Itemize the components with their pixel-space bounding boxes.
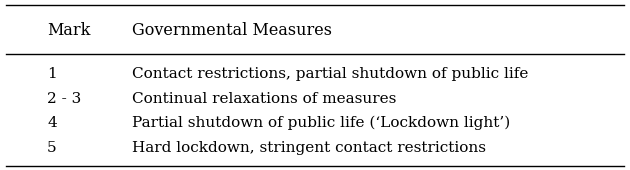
Text: Continual relaxations of measures: Continual relaxations of measures xyxy=(132,92,397,106)
Text: 1: 1 xyxy=(47,67,57,81)
Text: Governmental Measures: Governmental Measures xyxy=(132,22,332,39)
Text: 2 - 3: 2 - 3 xyxy=(47,92,81,106)
Text: 4: 4 xyxy=(47,116,57,130)
Text: Hard lockdown, stringent contact restrictions: Hard lockdown, stringent contact restric… xyxy=(132,141,486,155)
Text: Partial shutdown of public life (‘Lockdown light’): Partial shutdown of public life (‘Lockdo… xyxy=(132,116,510,130)
Text: Contact restrictions, partial shutdown of public life: Contact restrictions, partial shutdown o… xyxy=(132,67,529,81)
Text: Mark: Mark xyxy=(47,22,91,39)
Text: 5: 5 xyxy=(47,141,57,155)
